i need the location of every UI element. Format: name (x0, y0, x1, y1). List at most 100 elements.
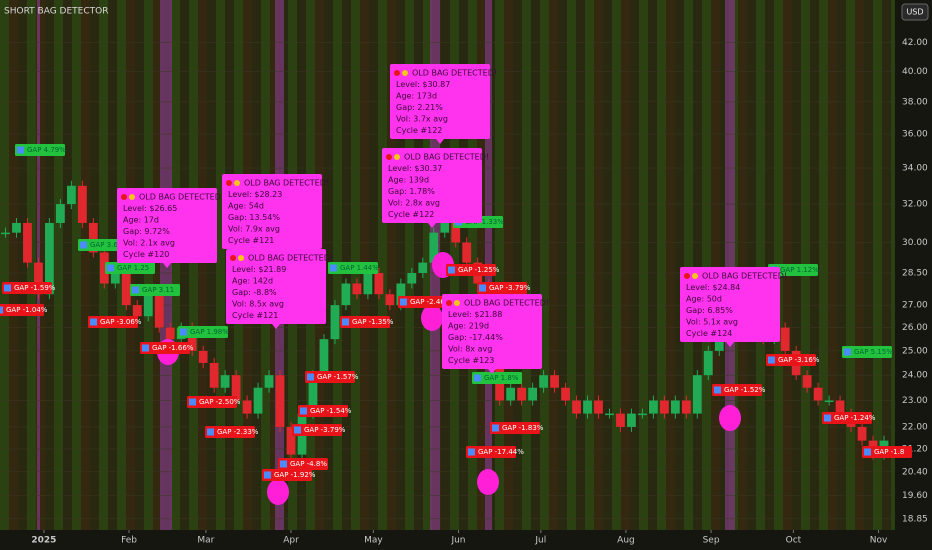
candle (154, 294, 164, 328)
gap-label: GAP -3.16% (778, 356, 820, 364)
annotation-box (680, 267, 780, 342)
candle (275, 375, 285, 427)
candle (132, 305, 142, 317)
candle (780, 327, 790, 351)
x-tick-label: Jun (450, 536, 465, 546)
y-tick-label: 20.40 (902, 467, 928, 477)
annotation-pointer (272, 324, 280, 329)
candle (220, 375, 230, 388)
background-band (63, 0, 72, 530)
gap-label: GAP 3.66% (90, 241, 129, 249)
gap-label: GAP -1.04% (6, 306, 48, 314)
gap-label-box (292, 424, 342, 436)
gap-arrow-icon (714, 386, 721, 394)
annotation-line: Cycle #122 (396, 126, 442, 135)
annotation-icon (386, 154, 392, 160)
gap-label: GAP -1.35% (352, 318, 394, 326)
background-band (207, 0, 216, 530)
candle (319, 339, 329, 376)
background-band (216, 0, 225, 530)
background-band (423, 0, 432, 530)
gap-label: GAP -17.44% (478, 448, 524, 456)
annotation-line: Age: 50d (686, 295, 722, 304)
candle (165, 327, 175, 340)
gap-label-box (278, 458, 328, 470)
annotation-line: Vol: 8.5x avg (232, 300, 284, 309)
y-tick-label: 22.00 (902, 422, 928, 432)
gap-label: GAP -1.59% (14, 284, 56, 292)
annotation-line: OLD BAG DETECTED! (404, 153, 489, 162)
currency-box[interactable] (901, 3, 929, 21)
gap-label-box (446, 264, 496, 276)
background-band (576, 0, 585, 530)
candle (308, 375, 318, 414)
annotation-line: Vol: 7.9x avg (228, 225, 280, 234)
gap-arrow-icon (448, 266, 455, 274)
annotation-line: Age: 142d (232, 277, 273, 286)
annotation-icon (446, 300, 452, 306)
y-tick-label: 30.00 (902, 238, 928, 248)
background-band (819, 0, 828, 530)
gap-label: GAP -2.46 (410, 298, 445, 306)
gap-arrow-icon (264, 471, 271, 479)
annotation-icon (394, 154, 400, 160)
gap-label: GAP -3.79% (489, 284, 531, 292)
gap-label: GAP -1.66% (152, 344, 194, 352)
gap-label-box (262, 469, 312, 481)
background-band (18, 0, 27, 530)
candle (363, 272, 373, 295)
gap-label-box (477, 282, 527, 294)
annotation-line: Cycle #120 (123, 250, 169, 259)
gap-arrow-icon (824, 414, 831, 422)
candle (605, 413, 614, 416)
gap-label-box (766, 354, 816, 366)
gap-label-box (328, 262, 378, 274)
background-band (171, 0, 180, 530)
candle (506, 387, 516, 401)
gap-label: GAP -1.24% (834, 414, 876, 422)
gap-label: GAP -2.50% (199, 398, 241, 406)
bag-zone (725, 0, 735, 530)
annotation-box (442, 294, 542, 369)
gap-label: GAP -1.54% (310, 407, 352, 415)
gap-arrow-icon (468, 448, 475, 456)
background-band (189, 0, 198, 530)
gap-arrow-icon (207, 428, 214, 436)
annotation-icon (121, 194, 127, 200)
candle (616, 413, 625, 427)
annotation-icon (129, 194, 135, 200)
background-band (378, 0, 387, 530)
gap-arrow-icon (768, 356, 775, 364)
y-tick-label: 24.00 (902, 371, 928, 381)
annotation-icon (692, 273, 698, 279)
x-tick-label: Jul (534, 536, 546, 546)
annotation-icon (234, 180, 240, 186)
annotation-line: Level: $30.87 (396, 80, 450, 89)
background-band (513, 0, 522, 530)
annotation-line: Cycle #121 (232, 311, 278, 320)
candle (638, 413, 647, 416)
gap-arrow-icon (142, 344, 149, 352)
candle (99, 252, 109, 284)
gap-label-box (305, 371, 355, 383)
background-band (612, 0, 621, 530)
annotation-line: Age: 219d (448, 322, 489, 331)
x-tick-label: Aug (617, 536, 635, 546)
annotation-pointer (726, 342, 734, 347)
background-band (594, 0, 603, 530)
background-band (90, 0, 99, 530)
gap-label: GAP -1.92% (274, 471, 316, 479)
candle (23, 222, 32, 263)
gap-label: GAP -4.8% (290, 460, 327, 468)
gap-label: GAP -1.57% (317, 373, 359, 381)
candle (418, 262, 428, 273)
background-band (756, 0, 765, 530)
candle (209, 362, 219, 388)
annotation-box (382, 148, 482, 223)
gap-label: GAP 1.44% (340, 264, 379, 272)
y-tick-label: 26.00 (902, 323, 928, 333)
annotation-line: Level: $30.37 (388, 164, 442, 173)
background-band (855, 0, 864, 530)
candle (253, 387, 263, 414)
